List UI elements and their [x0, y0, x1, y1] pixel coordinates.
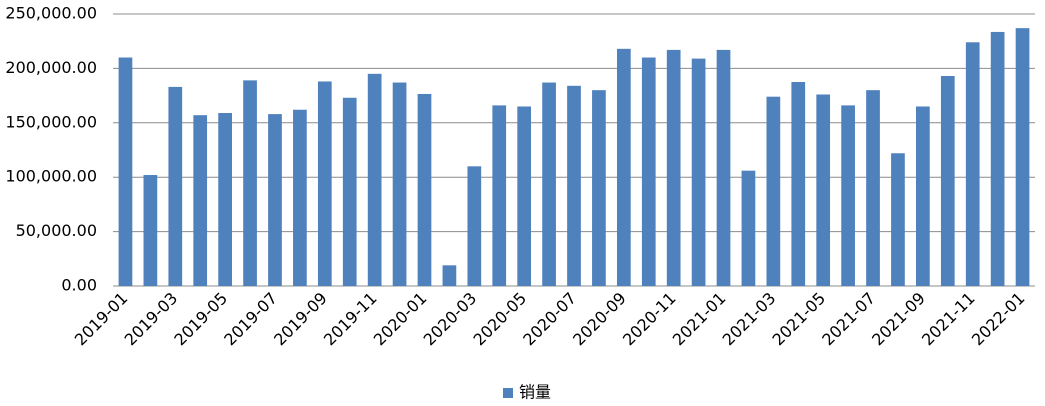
bar: [268, 114, 282, 286]
bar: [467, 166, 482, 286]
bar: [1015, 28, 1030, 286]
bar: [916, 106, 930, 286]
x-tick-label: 2019-05: [170, 289, 231, 350]
bar: [218, 113, 232, 287]
x-tick-label: 2021-09: [868, 289, 929, 350]
legend-swatch: [503, 388, 513, 398]
bar: [965, 42, 980, 287]
bar: [442, 265, 457, 286]
bar: [592, 90, 606, 286]
bar: [691, 58, 706, 286]
x-tick-label: 2020-07: [519, 289, 580, 350]
y-tick-label: 50,000.00: [16, 221, 97, 240]
bar: [940, 76, 955, 287]
x-tick-label: 2021-05: [768, 289, 829, 350]
y-tick-label: 100,000.00: [5, 167, 97, 186]
bar: [791, 82, 806, 286]
x-tick-label: 2020-01: [370, 289, 431, 350]
bar: [392, 82, 407, 286]
bar: [193, 115, 208, 287]
x-tick-label: 2021-03: [719, 289, 780, 350]
bar: [367, 73, 382, 286]
x-tick-label: 2020-05: [469, 289, 530, 350]
bar: [990, 31, 1005, 287]
x-tick-label: 2019-11: [320, 289, 381, 350]
bar: [816, 94, 831, 287]
bar: [342, 97, 357, 286]
x-tick-label: 2022-01: [968, 289, 1029, 350]
bar: [641, 57, 656, 286]
bar: [666, 49, 681, 287]
x-tick-label: 2019-03: [121, 289, 182, 350]
x-tick-label: 2021-07: [818, 289, 879, 350]
bar: [567, 85, 581, 286]
x-tick-label: 2021-11: [918, 289, 979, 350]
bar: [866, 90, 880, 286]
bar: [841, 105, 855, 286]
x-tick-label: 2020-11: [619, 289, 680, 350]
y-tick-label: 150,000.00: [5, 112, 97, 131]
bar: [417, 93, 432, 286]
x-tick-label: 2020-09: [569, 289, 630, 350]
bar: [542, 82, 556, 286]
legend-label: 销量: [519, 383, 551, 402]
bar: [766, 96, 781, 286]
bar: [891, 153, 905, 286]
bar: [143, 175, 158, 286]
bar: [243, 80, 257, 286]
bar: [118, 57, 133, 286]
y-tick-label: 250,000.00: [5, 4, 97, 23]
bar: [616, 48, 631, 286]
bar: [741, 170, 756, 286]
x-tick-label: 2020-03: [420, 289, 481, 350]
x-tick-label: 2019-01: [71, 289, 132, 350]
y-tick-label: 0.00: [61, 276, 97, 295]
x-tick-label: 2021-01: [669, 289, 730, 350]
x-tick-label: 2019-07: [220, 289, 281, 350]
bar: [293, 109, 307, 286]
bar: [317, 81, 332, 287]
x-tick-label: 2019-09: [270, 289, 331, 350]
bar: [716, 49, 731, 287]
bar: [168, 86, 183, 287]
bar: [492, 105, 507, 286]
y-tick-label: 200,000.00: [5, 58, 97, 77]
bar: [517, 106, 532, 286]
